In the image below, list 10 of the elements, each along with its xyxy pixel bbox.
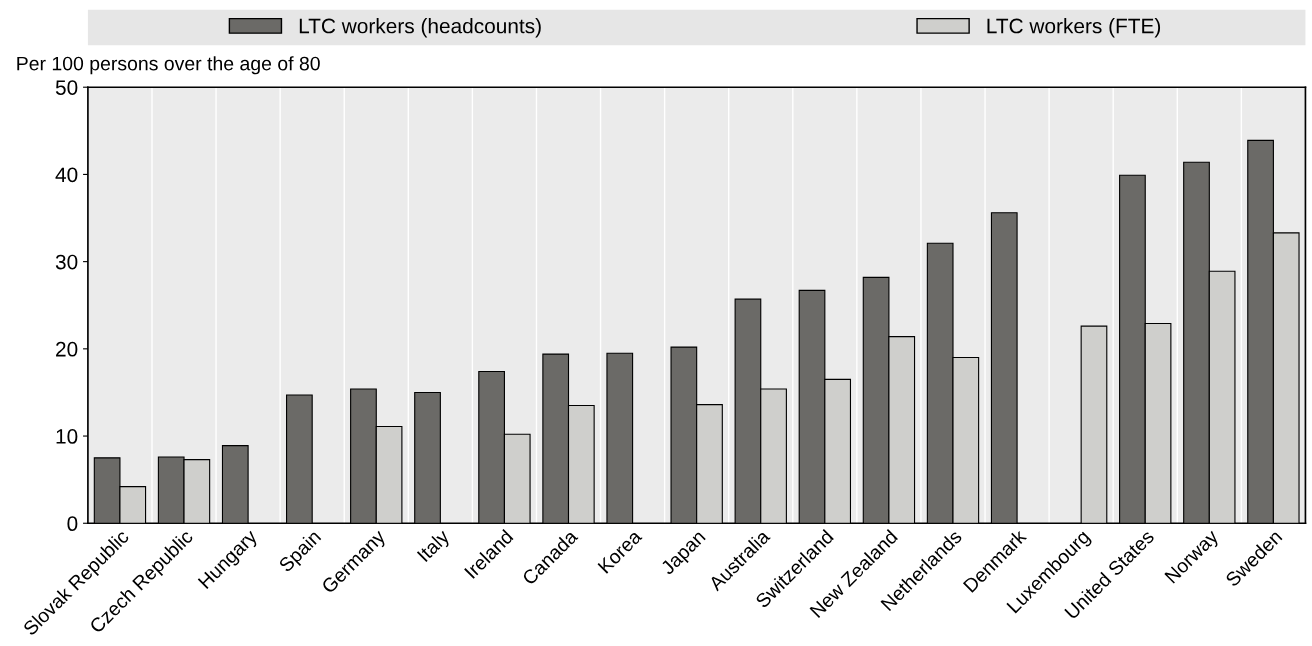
y-tick-label: 50 <box>55 80 78 95</box>
legend-label: LTC workers (headcounts) <box>299 18 541 38</box>
x-tick-label: Italy <box>416 528 454 565</box>
y-tick-label: 10 <box>56 429 78 444</box>
y-tick-label: 20 <box>56 341 78 357</box>
y-tick-label: 40 <box>55 167 78 183</box>
legend-label: LTC workers (FTE) <box>987 18 1161 38</box>
y-tick-label: 30 <box>55 254 78 270</box>
y-axis-title: Per 100 persons over the age of 80 <box>17 56 320 75</box>
y-tick-label: 0 <box>67 516 78 532</box>
